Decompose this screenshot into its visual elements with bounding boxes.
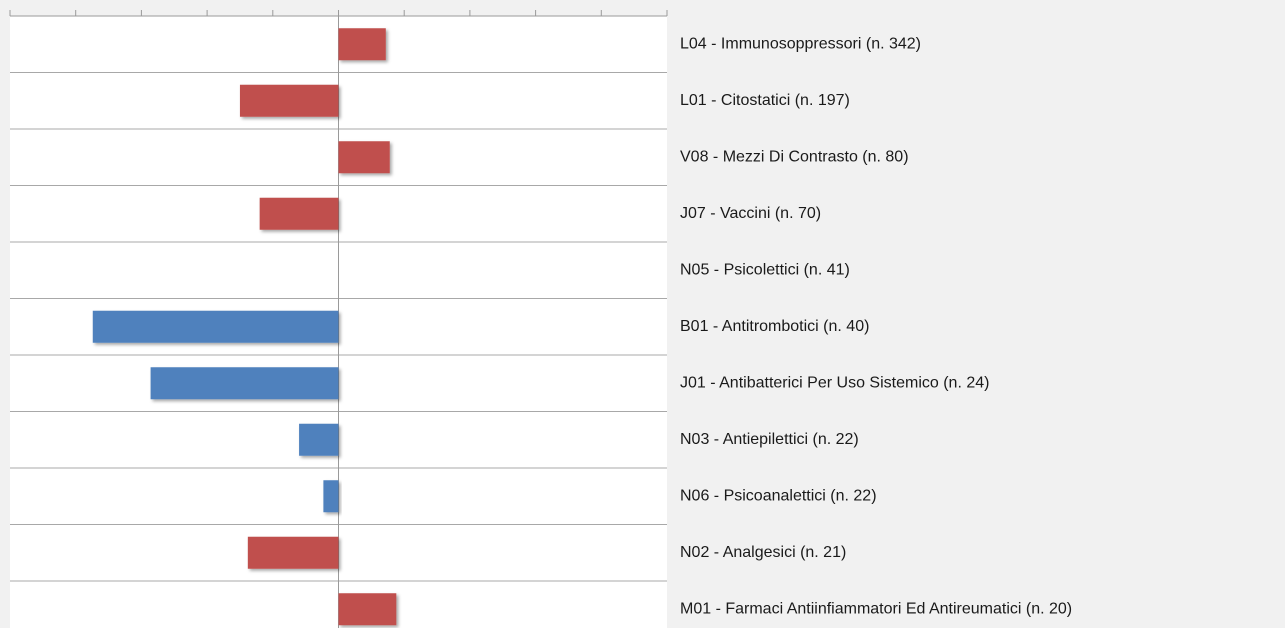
category-label: N06 - Psicoanalettici (n. 22) bbox=[680, 487, 877, 504]
category-label: N03 - Antiepilettici (n. 22) bbox=[680, 431, 859, 448]
bar bbox=[338, 141, 390, 174]
category-label: J07 - Vaccini (n. 70) bbox=[680, 205, 821, 222]
category-label: N05 - Psicolettici (n. 41) bbox=[680, 261, 850, 278]
bar bbox=[92, 310, 339, 343]
category-label: J01 - Antibatterici Per Uso Sistemico (n… bbox=[680, 374, 989, 391]
category-label: B01 - Antitrombotici (n. 40) bbox=[680, 318, 869, 335]
bar bbox=[338, 28, 386, 61]
category-label: L04 - Immunosoppressori (n. 342) bbox=[680, 35, 921, 52]
bar bbox=[247, 536, 339, 569]
bar bbox=[338, 593, 397, 626]
category-label: L01 - Citostatici (n. 197) bbox=[680, 92, 850, 109]
category-label: V08 - Mezzi Di Contrasto (n. 80) bbox=[680, 148, 909, 165]
bar bbox=[299, 423, 339, 456]
bar bbox=[239, 84, 339, 117]
bar bbox=[323, 480, 339, 513]
bar bbox=[259, 197, 339, 230]
category-label: M01 - Farmaci Antiinfiammatori Ed Antire… bbox=[680, 600, 1072, 617]
bar bbox=[150, 367, 339, 400]
category-label: N02 - Analgesici (n. 21) bbox=[680, 544, 846, 561]
